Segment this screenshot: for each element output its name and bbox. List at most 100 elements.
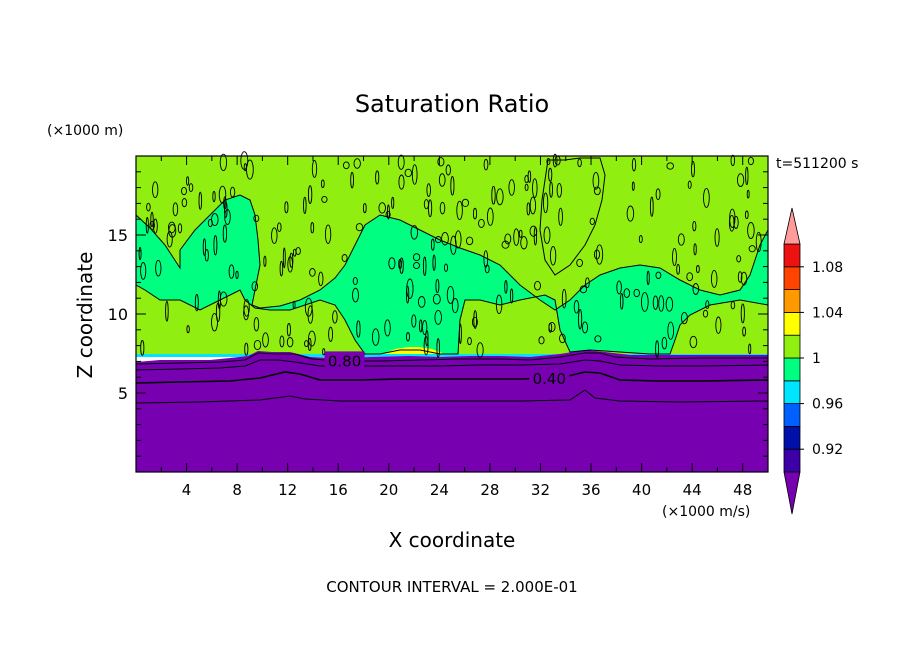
small-contour (692, 220, 697, 232)
small-contour (445, 164, 451, 176)
small-contour (702, 309, 709, 318)
contour-line-040 (135, 371, 769, 384)
small-contour (501, 240, 510, 249)
small-contour (549, 181, 553, 198)
small-contour (543, 226, 551, 244)
small-contour (204, 248, 209, 262)
small-contour (524, 175, 529, 184)
y-ticks: 5 10 15 (108, 171, 768, 457)
small-contour (145, 216, 149, 234)
small-contour (406, 332, 410, 342)
small-contour (410, 225, 419, 240)
small-contour (730, 154, 736, 167)
x-tick-label: 32 (531, 481, 550, 499)
small-contour (289, 252, 294, 268)
small-contour (362, 202, 367, 214)
small-contour (640, 292, 649, 312)
small-contour (558, 207, 563, 226)
small-contour (496, 188, 504, 206)
small-contour (253, 317, 260, 332)
small-contour (417, 296, 426, 308)
small-contour (451, 298, 459, 314)
small-contour (213, 235, 218, 256)
small-contour (422, 256, 427, 276)
small-contour (307, 185, 313, 204)
small-contour (321, 195, 328, 203)
small-contour (483, 158, 489, 171)
small-contour (509, 288, 514, 304)
x-tick-label: 24 (430, 481, 449, 499)
small-contour (576, 258, 583, 268)
small-contour (689, 335, 698, 349)
small-contour (548, 322, 553, 333)
small-contour (384, 319, 391, 337)
small-contour (309, 268, 316, 277)
colorbar-swatch (783, 380, 801, 404)
small-contour (371, 328, 380, 346)
small-contour (150, 211, 154, 228)
small-contour (740, 303, 745, 324)
x-tick-label: 4 (182, 481, 192, 499)
small-contour (552, 153, 558, 168)
small-contour (573, 300, 580, 314)
small-contour (508, 179, 515, 196)
small-contour (391, 196, 395, 210)
small-contour (422, 319, 428, 336)
small-contour (378, 202, 386, 214)
small-contour (532, 178, 538, 198)
small-contour (520, 236, 528, 250)
small-contour (240, 151, 249, 170)
contour-line-080 (135, 359, 769, 371)
small-contour (292, 248, 297, 257)
small-contour (687, 180, 692, 190)
small-contour (666, 162, 674, 170)
small-contour (672, 247, 677, 267)
small-contour (667, 321, 675, 340)
small-contour (473, 310, 478, 329)
small-contour (279, 260, 284, 277)
colorbar-under-arrow (783, 471, 801, 515)
colorbar-label: 1 (812, 351, 821, 367)
small-contour (211, 213, 219, 227)
chart-title: Saturation Ratio (355, 90, 549, 118)
small-contour (318, 271, 324, 287)
small-contour (353, 158, 361, 169)
contour-line-low (135, 389, 769, 404)
small-contour (152, 181, 159, 199)
small-contour (435, 278, 440, 294)
small-contour (619, 293, 624, 310)
small-contour (549, 246, 557, 266)
small-contour (228, 264, 235, 279)
small-contour (386, 204, 390, 220)
small-contour (616, 280, 622, 295)
small-contour (715, 316, 722, 334)
small-contour (655, 188, 661, 201)
y-tick-label: 10 (108, 305, 128, 324)
small-contour (577, 158, 582, 168)
small-contour (271, 227, 278, 244)
small-contour (456, 200, 463, 221)
small-contour (263, 255, 267, 267)
small-contour (467, 337, 472, 346)
x-tick-label: 44 (683, 481, 702, 499)
colorbar-swatch (783, 289, 801, 313)
small-contour (341, 254, 348, 262)
small-contour (262, 332, 269, 348)
small-contour (155, 259, 162, 277)
small-contour (534, 280, 541, 291)
small-contour (578, 308, 583, 330)
small-contour (740, 271, 748, 286)
small-contour (398, 258, 402, 270)
small-contour (631, 157, 637, 172)
small-contour (284, 201, 289, 214)
small-contour (332, 310, 338, 324)
small-contour (286, 337, 294, 348)
small-contour (397, 154, 405, 170)
small-contour (652, 295, 659, 310)
small-contour (324, 224, 332, 244)
small-contour (592, 171, 600, 190)
time-label: t=511200 s (776, 156, 858, 172)
small-contour (194, 293, 199, 312)
small-contour (533, 226, 538, 246)
